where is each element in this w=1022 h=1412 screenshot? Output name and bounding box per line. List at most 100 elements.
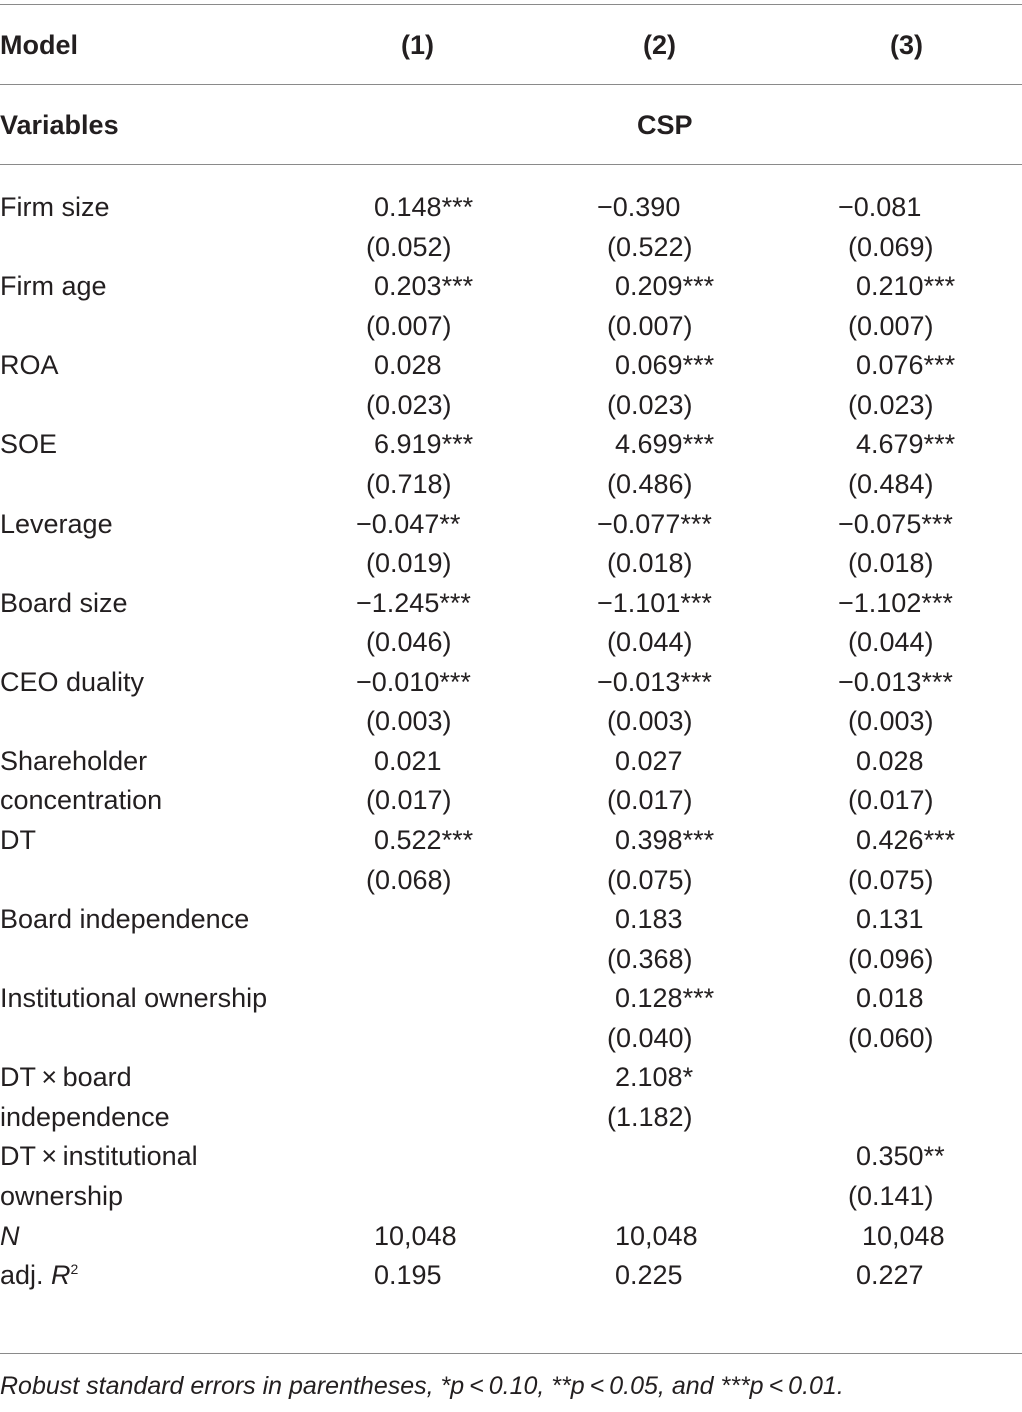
firm-size-c2: −0.390	[597, 192, 681, 222]
board-independence-c3-se: (0.096)	[848, 944, 934, 974]
ceo-duality-c2-se: (0.003)	[607, 706, 693, 736]
leverage-c3-se: (0.018)	[848, 548, 934, 578]
dt-board-c2: 2.108*	[615, 1062, 694, 1092]
row-label-adj-r2: adj. R2	[0, 1255, 78, 1295]
board-size-c3-se: (0.044)	[848, 627, 934, 657]
institutional-ownership-c3-se: (0.060)	[848, 1023, 934, 1053]
dt-institutional-c3-se: (0.141)	[848, 1181, 934, 1211]
soe-c3: 4.679***	[856, 429, 956, 459]
firm-age-c2: 0.209***	[615, 271, 715, 301]
row-label-dt-board: DT × board	[0, 1062, 132, 1092]
row-label-dt-board-line2: independence	[0, 1102, 170, 1132]
roa-c1-se: (0.023)	[366, 390, 452, 420]
row-label-ceo-duality: CEO duality	[0, 667, 145, 697]
institutional-ownership-c2-se: (0.040)	[607, 1023, 693, 1053]
ceo-duality-c1-se: (0.003)	[366, 706, 452, 736]
row-label-leverage: Leverage	[0, 509, 113, 539]
shareholder-c1: 0.021	[374, 746, 442, 776]
adj-r2-prefix: adj.	[0, 1260, 52, 1290]
row-label-dt-institutional-line2: ownership	[0, 1181, 124, 1211]
board-size-c3: −1.102***	[838, 588, 953, 618]
adj-r2-c1: 0.195	[374, 1260, 442, 1290]
shareholder-c1-se: (0.017)	[366, 785, 452, 815]
leverage-c2: −0.077***	[597, 509, 712, 539]
model-header: Model	[0, 30, 78, 60]
adj-r2-sup: 2	[70, 1261, 79, 1277]
row-label-firm-size: Firm size	[0, 192, 110, 222]
board-size-c1: −1.245***	[356, 588, 471, 618]
table-footnote: Robust standard errors in parentheses, *…	[0, 1372, 844, 1400]
col-3-header: (3)	[890, 30, 923, 60]
board-size-c1-se: (0.046)	[366, 627, 452, 657]
dependent-variable-header: CSP	[637, 110, 693, 140]
institutional-ownership-c3: 0.018	[856, 983, 924, 1013]
ceo-duality-c2: −0.013***	[597, 667, 712, 697]
row-label-dt-institutional: DT × institutional	[0, 1141, 198, 1171]
header-rule-2	[0, 164, 1022, 165]
dt-c2: 0.398***	[615, 825, 715, 855]
board-size-c2: −1.101***	[597, 588, 712, 618]
adj-r2-c3: 0.227	[856, 1260, 924, 1290]
adj-r2-r: R	[51, 1260, 71, 1290]
top-rule	[0, 4, 1022, 5]
soe-c2-se: (0.486)	[607, 469, 693, 499]
header-rule-1	[0, 84, 1022, 85]
dt-c1-se: (0.068)	[366, 865, 452, 895]
firm-age-c1-se: (0.007)	[366, 311, 452, 341]
n-c3: 10,048	[862, 1221, 945, 1251]
dt-institutional-c3: 0.350**	[856, 1141, 945, 1171]
soe-c1-se: (0.718)	[366, 469, 452, 499]
soe-c1: 6.919***	[374, 429, 474, 459]
row-label-board-size: Board size	[0, 588, 128, 618]
leverage-c2-se: (0.018)	[607, 548, 693, 578]
row-label-institutional-ownership: Institutional ownership	[0, 983, 268, 1013]
firm-size-c3: −0.081	[838, 192, 922, 222]
shareholder-c3-se: (0.017)	[848, 785, 934, 815]
variables-header: Variables	[0, 110, 119, 140]
dt-board-c2-se: (1.182)	[607, 1102, 693, 1132]
row-label-roa: ROA	[0, 350, 59, 380]
dt-c1: 0.522***	[374, 825, 474, 855]
leverage-c3: −0.075***	[838, 509, 953, 539]
firm-size-c1-se: (0.052)	[366, 232, 452, 262]
n-c2: 10,048	[615, 1221, 698, 1251]
roa-c1: 0.028	[374, 350, 442, 380]
firm-size-c1: 0.148***	[374, 192, 474, 222]
leverage-c1: −0.047**	[356, 509, 461, 539]
ceo-duality-c3: −0.013***	[838, 667, 953, 697]
firm-age-c1: 0.203***	[374, 271, 474, 301]
row-label-shareholder: Shareholder	[0, 746, 148, 776]
row-label-n: N	[0, 1221, 20, 1251]
roa-c3: 0.076***	[856, 350, 956, 380]
dt-c2-se: (0.075)	[607, 865, 693, 895]
n-c1: 10,048	[374, 1221, 457, 1251]
row-label-dt: DT	[0, 825, 36, 855]
firm-age-c2-se: (0.007)	[607, 311, 693, 341]
ceo-duality-c1: −0.010***	[356, 667, 471, 697]
shareholder-c2-se: (0.017)	[607, 785, 693, 815]
adj-r2-c2: 0.225	[615, 1260, 683, 1290]
institutional-ownership-c2: 0.128***	[615, 983, 715, 1013]
firm-age-c3: 0.210***	[856, 271, 956, 301]
board-size-c2-se: (0.044)	[607, 627, 693, 657]
board-independence-c3: 0.131	[856, 904, 924, 934]
row-label-firm-age: Firm age	[0, 271, 107, 301]
dt-c3: 0.426***	[856, 825, 956, 855]
roa-c2: 0.069***	[615, 350, 715, 380]
row-label-shareholder-line2: concentration	[0, 785, 163, 815]
col-2-header: (2)	[643, 30, 676, 60]
shareholder-c2: 0.027	[615, 746, 683, 776]
leverage-c1-se: (0.019)	[366, 548, 452, 578]
dt-c3-se: (0.075)	[848, 865, 934, 895]
roa-c2-se: (0.023)	[607, 390, 693, 420]
soe-c2: 4.699***	[615, 429, 715, 459]
bottom-rule	[0, 1353, 1022, 1354]
roa-c3-se: (0.023)	[848, 390, 934, 420]
firm-size-c2-se: (0.522)	[607, 232, 693, 262]
row-label-soe: SOE	[0, 429, 58, 459]
board-independence-c2: 0.183	[615, 904, 683, 934]
row-label-board-independence: Board independence	[0, 904, 250, 934]
ceo-duality-c3-se: (0.003)	[848, 706, 934, 736]
firm-size-c3-se: (0.069)	[848, 232, 934, 262]
board-independence-c2-se: (0.368)	[607, 944, 693, 974]
